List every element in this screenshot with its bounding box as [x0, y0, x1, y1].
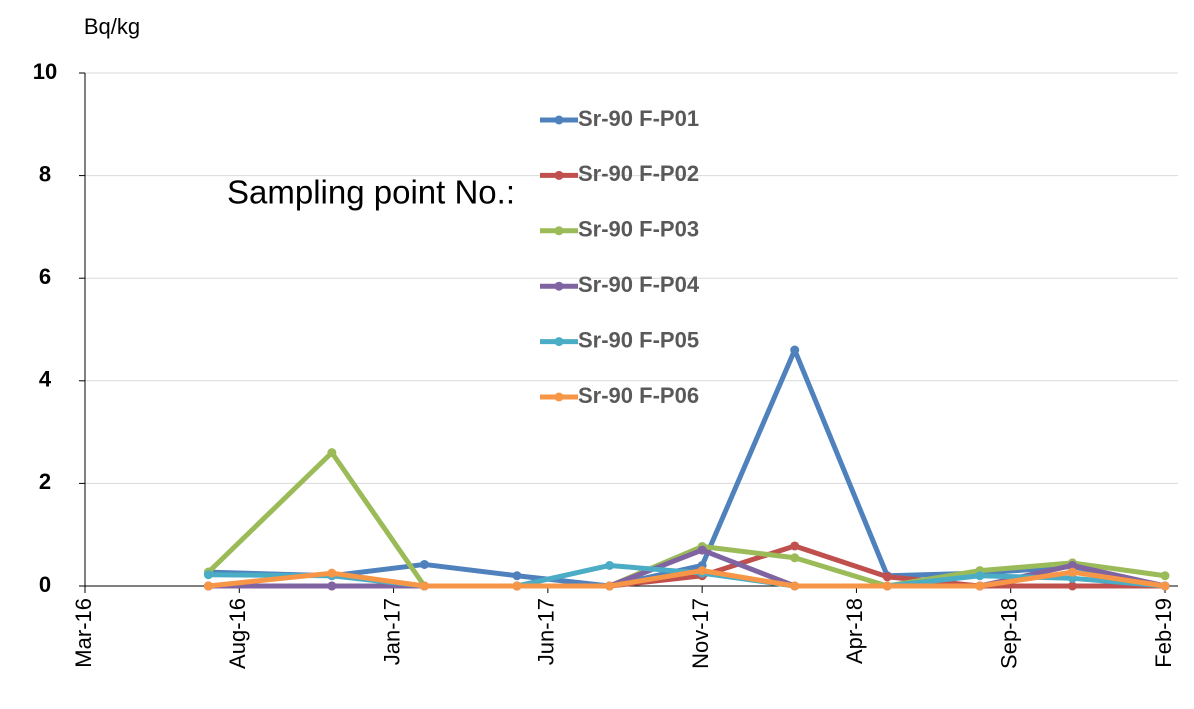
- point: [327, 568, 337, 578]
- point: [419, 581, 429, 591]
- point: [1160, 581, 1170, 591]
- point: [1067, 573, 1077, 583]
- point: [1067, 560, 1077, 570]
- y-tick-label: 10: [33, 59, 57, 84]
- y-tick-label: 6: [39, 264, 51, 289]
- x-tick-label: Feb-19: [1151, 598, 1176, 668]
- x-tick-label: Aug-16: [225, 598, 250, 669]
- legend-marker: [554, 392, 564, 402]
- x-tick-label: Apr-18: [842, 598, 867, 664]
- legend-marker: [554, 281, 564, 291]
- x-tick-label: Jan-17: [379, 598, 404, 665]
- point: [790, 345, 800, 355]
- point: [1067, 567, 1077, 577]
- point: [790, 581, 800, 591]
- y-tick-label: 4: [39, 367, 52, 392]
- legend-label: Sr-90 F-P04: [578, 272, 700, 297]
- y-tick-label: 2: [39, 469, 51, 494]
- x-tick-label: Jun-17: [534, 598, 559, 665]
- legend-label: Sr-90 F-P03: [578, 217, 699, 242]
- point: [1067, 581, 1077, 591]
- point: [512, 571, 522, 581]
- x-tick-label: Nov-17: [688, 598, 713, 669]
- legend-label: Sr-90 F-P02: [578, 161, 699, 186]
- legend-label: Sr-90 F-P05: [578, 327, 699, 352]
- legend-marker: [554, 170, 564, 180]
- y-tick-label: 0: [39, 572, 51, 597]
- point: [327, 448, 337, 458]
- legend-marker: [554, 115, 564, 125]
- point: [1160, 571, 1170, 581]
- point: [790, 541, 800, 551]
- x-tick-label: Mar-16: [71, 598, 96, 668]
- point: [790, 553, 800, 563]
- legend-label: Sr-90 F-P01: [578, 106, 699, 131]
- point: [975, 571, 985, 581]
- point: [697, 566, 707, 576]
- point: [605, 560, 615, 570]
- x-tick-label: Sep-18: [997, 598, 1022, 669]
- point: [203, 581, 213, 591]
- point: [605, 581, 615, 591]
- y-tick-label: 8: [39, 161, 51, 186]
- point: [419, 559, 429, 569]
- point: [882, 572, 892, 582]
- point: [512, 581, 522, 591]
- point: [327, 581, 337, 591]
- point: [697, 545, 707, 555]
- point: [975, 581, 985, 591]
- point: [882, 581, 892, 591]
- legend-title: Sampling point No.:: [227, 174, 515, 211]
- series-line: [206, 450, 1166, 589]
- legend-marker: [554, 226, 564, 236]
- legend-label: Sr-90 F-P06: [578, 383, 699, 408]
- point: [203, 570, 213, 580]
- legend-marker: [554, 337, 564, 347]
- y-axis-label: Bq/kg: [84, 14, 140, 39]
